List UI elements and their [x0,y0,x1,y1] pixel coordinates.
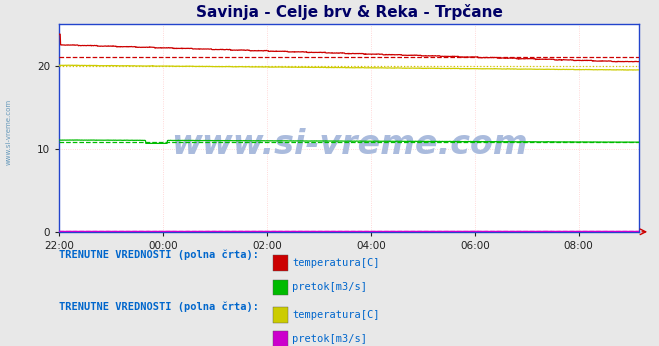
Title: Savinja - Celje brv & Reka - Trpčane: Savinja - Celje brv & Reka - Trpčane [196,4,503,20]
Text: www.si-vreme.com: www.si-vreme.com [171,128,528,161]
Text: temperatura[C]: temperatura[C] [292,310,380,320]
Text: pretok[m3/s]: pretok[m3/s] [292,334,367,344]
Text: TRENUTNE VREDNOSTI (polna črta):: TRENUTNE VREDNOSTI (polna črta): [59,249,259,260]
Text: www.si-vreme.com: www.si-vreme.com [5,98,12,165]
Text: temperatura[C]: temperatura[C] [292,258,380,268]
Text: pretok[m3/s]: pretok[m3/s] [292,282,367,292]
Text: TRENUTNE VREDNOSTI (polna črta):: TRENUTNE VREDNOSTI (polna črta): [59,301,259,311]
